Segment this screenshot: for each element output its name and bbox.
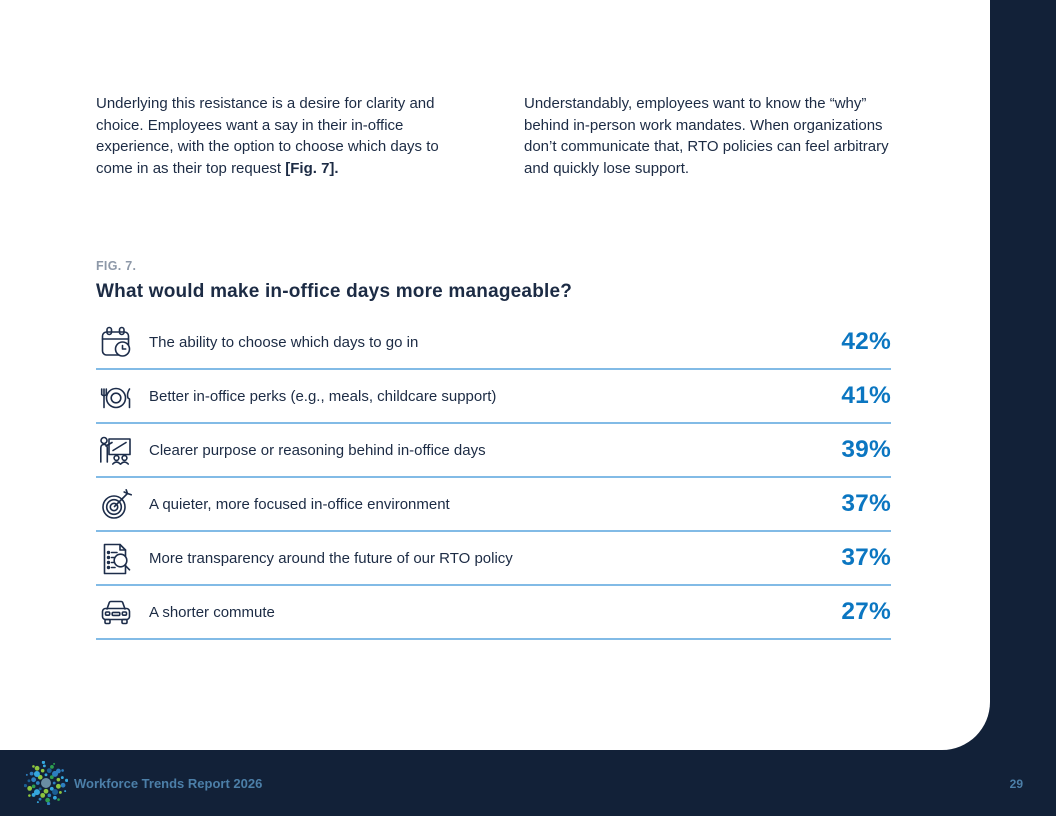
- table-row: Clearer purpose or reasoning behind in-o…: [96, 424, 891, 478]
- figure-label: FIG. 7.: [96, 259, 137, 273]
- table-row: A quieter, more focused in-office enviro…: [96, 478, 891, 532]
- row-label: The ability to choose which days to go i…: [149, 333, 419, 351]
- figure-table: The ability to choose which days to go i…: [96, 316, 891, 640]
- row-percentage: 42%: [841, 328, 891, 355]
- content-panel: Underlying this resistance is a desire f…: [0, 0, 990, 750]
- row-percentage: 37%: [841, 544, 891, 571]
- row-percentage: 41%: [841, 382, 891, 409]
- row-label: More transparency around the future of o…: [149, 549, 513, 567]
- meal-plate-icon: [96, 377, 136, 417]
- table-row: More transparency around the future of o…: [96, 532, 891, 586]
- brand-logo-icon: [24, 761, 68, 805]
- table-row: A shorter commute 27%: [96, 586, 891, 640]
- row-percentage: 39%: [841, 436, 891, 463]
- intro-columns: Underlying this resistance is a desire f…: [96, 93, 891, 179]
- intro-paragraph-right: Understandably, employees want to know t…: [524, 95, 889, 177]
- row-label: Better in-office perks (e.g., meals, chi…: [149, 387, 497, 405]
- target-arrow-icon: [96, 485, 136, 525]
- row-label: A shorter commute: [149, 603, 275, 621]
- intro-paragraph-left: Underlying this resistance is a desire f…: [96, 95, 439, 177]
- row-percentage: 37%: [841, 490, 891, 517]
- row-label: Clearer purpose or reasoning behind in-o…: [149, 441, 486, 459]
- car-icon: [96, 593, 136, 633]
- presentation-icon: [96, 431, 136, 471]
- footer-page-number: 29: [1009, 777, 1023, 791]
- row-label: A quieter, more focused in-office enviro…: [149, 495, 450, 513]
- footer-report-title: Workforce Trends Report 2026: [74, 776, 263, 791]
- table-row: The ability to choose which days to go i…: [96, 316, 891, 370]
- footer-bar: Workforce Trends Report 2026 29: [0, 750, 1056, 816]
- calendar-clock-icon: [96, 323, 136, 363]
- document-search-icon: [96, 539, 136, 579]
- fig-reference: [Fig. 7].: [285, 159, 339, 177]
- table-row: Better in-office perks (e.g., meals, chi…: [96, 370, 891, 424]
- figure-title: What would make in-office days more mana…: [96, 281, 573, 302]
- row-percentage: 27%: [841, 598, 891, 625]
